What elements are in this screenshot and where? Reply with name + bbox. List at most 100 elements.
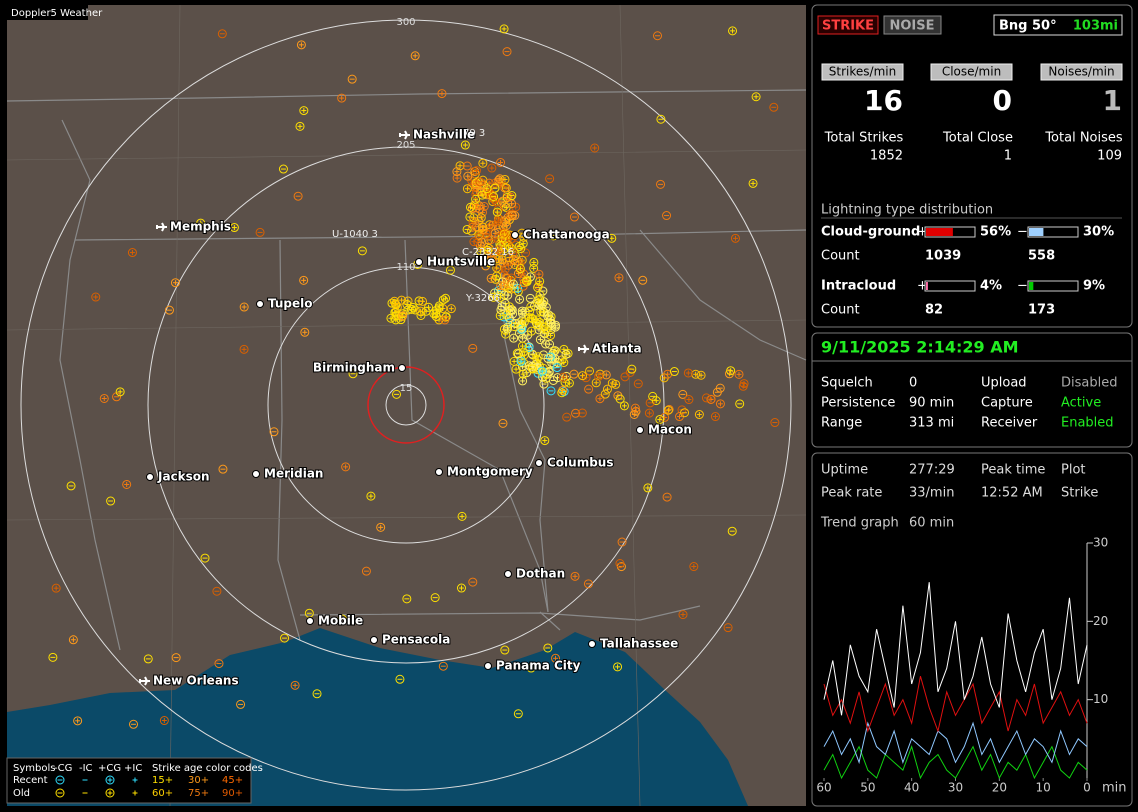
strike-ring	[389, 296, 399, 306]
strike-ring	[543, 643, 553, 653]
strike-symbol	[653, 31, 663, 41]
strike-ring	[434, 301, 444, 311]
clock-field: Persistence	[821, 396, 895, 411]
strike-symbol	[486, 235, 496, 245]
strike-symbol	[516, 244, 526, 254]
strike-ring	[543, 354, 553, 364]
strike-ring	[715, 399, 725, 409]
strike-symbol	[512, 256, 522, 266]
strike-ring	[402, 594, 412, 604]
strike-ring	[645, 398, 655, 408]
strike-symbol	[462, 184, 472, 194]
strike-ring	[500, 244, 510, 254]
strike-ring	[655, 414, 665, 424]
strike-symbol	[619, 401, 629, 411]
strike-symbol	[594, 371, 604, 381]
strike-symbol	[386, 313, 396, 323]
noise-button-label[interactable]: NOISE	[889, 19, 934, 34]
strike-symbol	[578, 371, 588, 381]
strike-ring	[164, 305, 174, 315]
strike-ring	[499, 24, 509, 34]
strike-symbol	[570, 571, 580, 581]
strike-ring	[337, 614, 347, 624]
strike-ring	[493, 224, 503, 234]
strike-symbol	[486, 273, 496, 283]
strike-symbol	[236, 699, 246, 709]
strike-ring	[532, 320, 542, 330]
strike-ring	[424, 302, 434, 312]
strike-ring	[559, 387, 569, 397]
strike-symbol	[562, 412, 572, 422]
strike-symbol	[545, 339, 555, 349]
strike-symbol	[680, 408, 690, 418]
strike-ring	[462, 161, 472, 171]
rate-value: 16	[864, 84, 903, 117]
strike-symbol	[492, 207, 502, 217]
stat-field: Uptime	[821, 463, 868, 478]
strike-ring	[471, 194, 481, 204]
strike-symbol	[438, 661, 448, 671]
legend-row: Old	[13, 788, 30, 799]
strike-symbol	[478, 158, 488, 168]
strike-ring	[552, 363, 562, 373]
rate-header-box	[1040, 63, 1123, 81]
strike-ring	[546, 318, 556, 328]
city-dot	[415, 258, 423, 266]
strike-symbol	[518, 376, 528, 386]
strike-ring	[391, 307, 401, 317]
strike-symbol	[218, 464, 228, 474]
rate-header-box	[821, 63, 904, 81]
percent-bar	[926, 228, 953, 236]
strike-symbol	[269, 427, 279, 437]
strike-ring	[570, 571, 580, 581]
percent-label: 56%	[980, 225, 1011, 240]
city-label: Pensacola	[382, 633, 450, 647]
strike-symbol	[239, 344, 249, 354]
strike-ring	[545, 174, 555, 184]
strike-symbol	[127, 248, 137, 258]
strike-symbol	[496, 305, 506, 315]
strike-symbol	[645, 398, 655, 408]
strike-symbol	[496, 157, 506, 167]
strike-ring	[170, 278, 180, 288]
strike-symbol	[558, 372, 568, 382]
strike-symbol	[452, 167, 462, 177]
strike-ring	[290, 680, 300, 690]
strike-ring	[730, 233, 740, 243]
strike-ring	[562, 412, 572, 422]
strike-symbol	[115, 387, 125, 397]
strike-symbol	[229, 223, 239, 233]
strike-ring	[533, 295, 543, 305]
strike-symbol	[507, 191, 517, 201]
strike-button-label[interactable]: STRIKE	[822, 19, 874, 34]
strike-symbol	[715, 399, 725, 409]
strike-ring	[501, 183, 511, 193]
strike-ring	[684, 395, 694, 405]
city-label: Montgomery	[447, 465, 533, 479]
strike-ring	[337, 93, 347, 103]
strike-symbol	[440, 315, 450, 325]
strike-ring	[496, 305, 506, 315]
strike-symbol	[391, 307, 401, 317]
strike-ring	[526, 663, 536, 673]
strike-button[interactable]	[817, 15, 879, 35]
city-label: Chattanooga	[523, 228, 610, 242]
graph-label: Trend graph	[820, 516, 899, 531]
strike-ring	[456, 583, 466, 593]
strike-symbol	[424, 302, 434, 312]
strike-symbol	[469, 237, 479, 247]
strike-ring	[496, 281, 506, 291]
noise-button[interactable]	[883, 15, 942, 35]
strike-ring	[595, 369, 605, 379]
strike-symbol	[517, 341, 527, 351]
city-dot	[256, 300, 264, 308]
legend-age: 90+	[222, 788, 243, 799]
legend-age: 45+	[222, 775, 243, 786]
strike-ring	[255, 227, 265, 237]
city-label: Meridian	[264, 467, 323, 481]
strike-ring	[386, 313, 396, 323]
strike-ring	[502, 279, 512, 289]
clock-field: 90 min	[909, 396, 954, 411]
x-unit: min	[1102, 781, 1127, 796]
city-label: Dothan	[516, 567, 565, 581]
